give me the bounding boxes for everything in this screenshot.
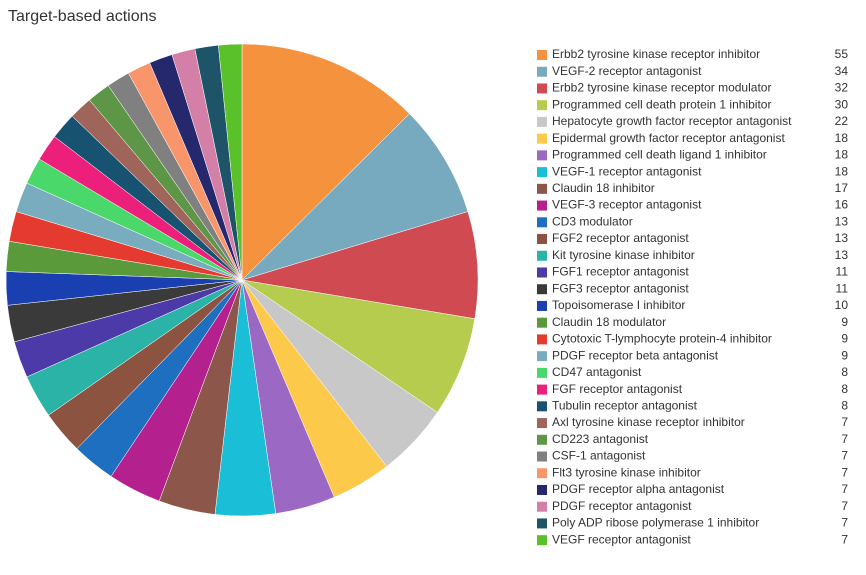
legend-label: PDGF receptor beta antagonist xyxy=(552,348,719,362)
chart-title: Target-based actions xyxy=(8,8,157,25)
legend-swatch xyxy=(537,300,547,311)
legend-value: 9 xyxy=(841,348,848,362)
legend-label: VEGF-2 receptor antagonist xyxy=(552,64,702,78)
legend-value: 13 xyxy=(835,248,849,262)
legend-value: 32 xyxy=(835,81,849,95)
legend-value: 9 xyxy=(841,332,848,346)
legend-label: Poly ADP ribose polymerase 1 inhibitor xyxy=(552,516,759,530)
legend-label: CD3 modulator xyxy=(552,214,633,228)
legend-value: 22 xyxy=(835,114,849,128)
legend-swatch xyxy=(537,200,547,211)
legend-swatch xyxy=(537,133,547,144)
legend-label: Topoisomerase I inhibitor xyxy=(552,298,685,312)
legend-label: FGF receptor antagonist xyxy=(552,382,683,396)
legend-label: CD223 antagonist xyxy=(552,432,649,446)
legend-value: 10 xyxy=(835,298,849,312)
legend-value: 7 xyxy=(841,516,848,530)
legend-value: 11 xyxy=(836,265,849,279)
legend-swatch xyxy=(537,284,547,295)
legend-swatch xyxy=(537,501,547,512)
legend-label: Tubulin receptor antagonist xyxy=(552,399,698,413)
legend-label: VEGF-1 receptor antagonist xyxy=(552,164,702,178)
legend-value: 7 xyxy=(841,532,848,546)
legend-swatch xyxy=(537,116,547,127)
legend-label: Axl tyrosine kinase receptor inhibitor xyxy=(552,415,745,429)
legend-label: FGF2 receptor antagonist xyxy=(552,231,689,245)
legend-label: Flt3 tyrosine kinase inhibitor xyxy=(552,465,701,479)
legend-label: Claudin 18 modulator xyxy=(552,315,666,329)
legend-value: 17 xyxy=(835,181,849,195)
legend-value: 7 xyxy=(841,482,848,496)
legend-label: Epidermal growth factor receptor antagon… xyxy=(552,131,785,145)
legend-value: 13 xyxy=(835,231,849,245)
legend-value: 8 xyxy=(841,399,848,413)
legend-swatch xyxy=(537,217,547,228)
pie-slice xyxy=(241,113,469,281)
legend-swatch xyxy=(537,484,547,495)
pie-slice xyxy=(218,43,243,281)
legend-label: Kit tyrosine kinase inhibitor xyxy=(552,248,695,262)
legend-label: Claudin 18 inhibitor xyxy=(552,181,655,195)
legend-value: 18 xyxy=(835,131,849,145)
legend-value: 13 xyxy=(835,214,849,228)
legend-value: 16 xyxy=(835,198,849,212)
legend-label: PDGF receptor antagonist xyxy=(552,499,692,513)
legend-swatch xyxy=(537,66,547,77)
legend-label: FGF3 receptor antagonist xyxy=(552,281,689,295)
legend-value: 30 xyxy=(835,97,849,111)
legend-swatch xyxy=(537,468,547,479)
legend-label: Programmed cell death protein 1 inhibito… xyxy=(552,97,771,111)
legend-swatch xyxy=(537,535,547,546)
legend-swatch xyxy=(537,434,547,445)
legend-label: Programmed cell death ligand 1 inhibitor xyxy=(552,148,767,162)
legend-swatch xyxy=(537,100,547,111)
pie-slice xyxy=(241,211,479,320)
legend-swatch xyxy=(537,234,547,245)
legend-swatch xyxy=(537,167,547,178)
legend-swatch xyxy=(537,183,547,194)
legend-value: 7 xyxy=(841,465,848,479)
legend-swatch xyxy=(537,518,547,529)
legend-swatch xyxy=(537,451,547,462)
legend-swatch xyxy=(537,50,547,60)
legend-label: FGF1 receptor antagonist xyxy=(552,265,689,279)
legend-value: 7 xyxy=(841,415,848,429)
legend-label: Cytotoxic T-lymphocyte protein-4 inhibit… xyxy=(552,332,772,346)
pie-slice xyxy=(241,43,410,281)
legend-value: 8 xyxy=(841,382,848,396)
legend-label: PDGF receptor alpha antagonist xyxy=(552,482,725,496)
legend-swatch xyxy=(537,250,547,261)
legend-swatch xyxy=(537,367,547,378)
legend-swatch xyxy=(537,334,547,345)
legend-swatch xyxy=(537,267,547,278)
legend-value: 11 xyxy=(836,281,849,295)
legend-swatch xyxy=(537,150,547,161)
legend-value: 18 xyxy=(835,148,849,162)
legend-value: 18 xyxy=(835,164,849,178)
legend-swatch xyxy=(537,351,547,362)
legend-value: 7 xyxy=(841,499,848,513)
legend-label: Erbb2 tyrosine kinase receptor modulator xyxy=(552,81,771,95)
legend-swatch xyxy=(537,418,547,429)
legend-label: VEGF-3 receptor antagonist xyxy=(552,198,702,212)
legend-value: 55 xyxy=(835,47,849,61)
legend-value: 9 xyxy=(841,315,848,329)
legend-label: Hepatocyte growth factor receptor antago… xyxy=(552,114,792,128)
legend-swatch xyxy=(537,384,547,395)
legend-value: 34 xyxy=(835,64,849,78)
legend-label: Erbb2 tyrosine kinase receptor inhibitor xyxy=(552,47,760,61)
legend-swatch xyxy=(537,401,547,412)
legend-value: 7 xyxy=(841,449,848,463)
legend-label: VEGF receptor antagonist xyxy=(552,532,691,546)
legend-value: 8 xyxy=(841,365,848,379)
legend-swatch xyxy=(537,83,547,94)
legend-label: CD47 antagonist xyxy=(552,365,642,379)
legend-swatch xyxy=(537,317,547,328)
legend-value: 7 xyxy=(841,432,848,446)
legend-label: CSF-1 antagonist xyxy=(552,449,646,463)
